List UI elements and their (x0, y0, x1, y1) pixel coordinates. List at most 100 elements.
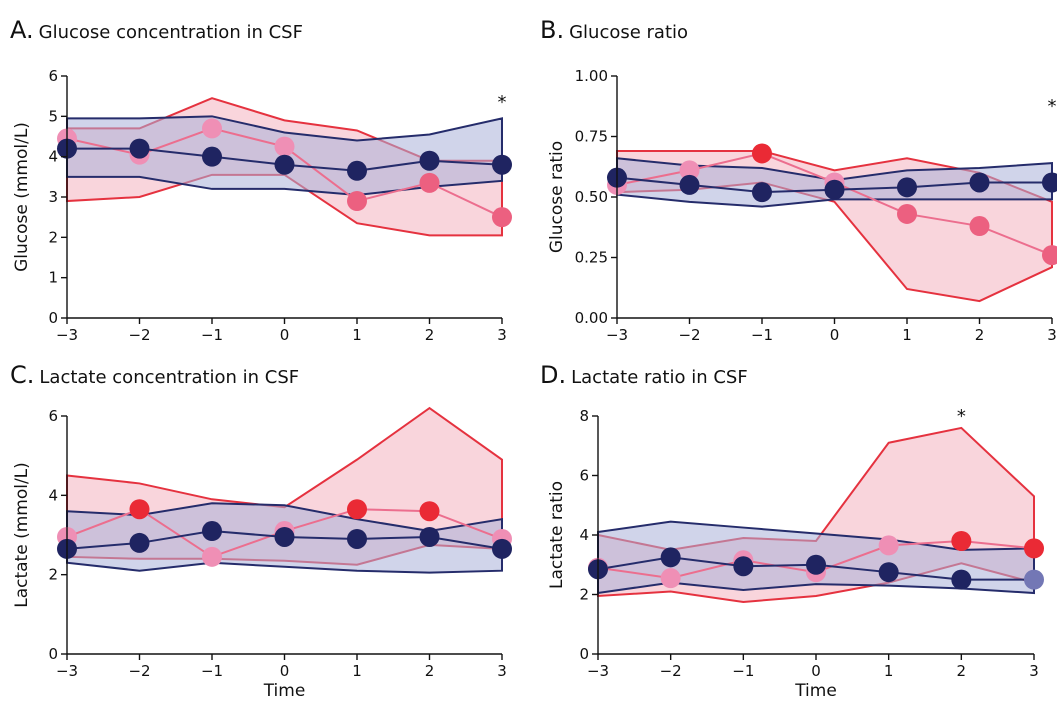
x-tick-label: −3 (587, 662, 609, 680)
point-series-b (1042, 172, 1057, 193)
point-series-a (1042, 245, 1057, 266)
y-tick-label: 0.25 (575, 249, 608, 267)
y-tick-label: 6 (48, 67, 58, 85)
point-series-b (1024, 569, 1044, 590)
x-tick-label: −2 (128, 326, 150, 344)
y-tick-label: 1.00 (575, 67, 608, 85)
panel-title: B. Glucose ratio (540, 16, 688, 44)
x-tick-label: 2 (425, 326, 435, 344)
x-tick-label: 2 (425, 662, 435, 680)
y-tick-label: 4 (48, 486, 58, 504)
x-tick-label: −2 (660, 662, 682, 680)
point-series-b (129, 532, 150, 553)
point-series-a (129, 499, 150, 520)
point-series-b (492, 538, 512, 559)
y-tick-label: 6 (48, 407, 58, 425)
y-tick-label: 0.00 (575, 309, 608, 327)
panel-title-text: Lactate ratio in CSF (571, 367, 748, 388)
point-series-b (752, 182, 772, 203)
x-tick-label: 0 (280, 326, 290, 344)
point-series-a (969, 216, 990, 237)
x-tick-label: −3 (56, 662, 78, 680)
point-series-a (419, 501, 440, 522)
y-tick-label: 5 (48, 107, 58, 125)
point-series-b (897, 177, 917, 198)
x-tick-label: 1 (902, 326, 912, 344)
panel-title: A. Glucose concentration in CSF (10, 16, 303, 44)
x-tick-label: 3 (497, 326, 507, 344)
panel-title: D. Lactate ratio in CSF (540, 361, 748, 389)
point-series-b (202, 146, 222, 167)
y-tick-label: 2 (48, 228, 58, 246)
point-series-b (419, 526, 440, 547)
y-tick-label: 2 (579, 586, 589, 604)
x-tick-label: 0 (811, 662, 821, 680)
x-tick-label: 3 (1029, 662, 1039, 680)
y-axis-label: Lactate (mmol/L) (12, 462, 32, 608)
x-tick-label: −2 (678, 326, 700, 344)
y-axis-label: Glucose (mmol/L) (12, 122, 32, 272)
point-series-b (951, 569, 972, 590)
point-series-b (347, 160, 367, 181)
point-series-b (660, 547, 681, 568)
x-tick-label: 1 (884, 662, 894, 680)
point-series-b (806, 554, 826, 575)
x-tick-label: 0 (280, 662, 290, 680)
x-tick-label: 3 (497, 662, 507, 680)
point-series-b (969, 172, 990, 193)
point-series-b (679, 174, 700, 195)
panel-d: D. Lactate ratio in CSF −3 −2 −1 0 1 2 3 0 2 4 6 8 Lac… (540, 361, 1044, 701)
panel-a: A. Glucose concentration in CSF −3 −2 −1 0 1 2 3… (10, 16, 512, 344)
panel-title-letter: C. (10, 361, 34, 389)
y-tick-label: 0 (579, 645, 589, 663)
x-tick-label: −2 (128, 662, 150, 680)
y-axis-label: Glucose ratio (547, 141, 567, 253)
point-series-a (679, 160, 700, 181)
point-series-b (129, 138, 150, 159)
y-tick-label: 0 (48, 309, 58, 327)
y-tick-label: 8 (579, 407, 589, 425)
point-series-b (824, 179, 845, 200)
point-series-a (202, 546, 222, 567)
y-axis-label: Lactate ratio (547, 481, 567, 589)
point-series-a (878, 535, 899, 556)
y-tick-label: 0.75 (575, 128, 608, 146)
point-series-a (419, 172, 440, 193)
point-series-a (347, 191, 367, 212)
point-series-b (492, 154, 512, 175)
point-series-b (274, 526, 295, 547)
x-axis-label: Time (263, 681, 306, 701)
point-series-a (897, 203, 917, 224)
point-series-a (1024, 538, 1044, 559)
point-series-a (660, 568, 681, 589)
y-tick-label: 3 (48, 188, 58, 206)
point-series-a (492, 207, 512, 228)
x-tick-label: −1 (201, 662, 223, 680)
x-tick-label: −3 (606, 326, 628, 344)
x-tick-label: −1 (751, 326, 773, 344)
point-series-b (347, 528, 367, 549)
x-tick-label: 0 (830, 326, 840, 344)
point-series-b (733, 556, 754, 577)
panel-title-letter: B. (540, 16, 564, 44)
x-tick-label: −1 (201, 326, 223, 344)
point-series-a (752, 143, 772, 164)
x-tick-label: 1 (352, 326, 362, 344)
panel-title-letter: D. (540, 361, 566, 389)
y-tick-label: 6 (579, 467, 589, 485)
point-series-b (878, 562, 899, 583)
significance-marker: * (498, 92, 507, 113)
point-series-a (951, 530, 972, 551)
x-tick-label: −1 (732, 662, 754, 680)
point-series-b (274, 154, 295, 175)
y-tick-label: 4 (579, 526, 589, 544)
x-tick-label: −3 (56, 326, 78, 344)
significance-marker: * (1048, 96, 1057, 117)
panel-c: C. Lactate concentration in CSF −3 −2 −1 0 1 2 3… (10, 361, 512, 701)
y-tick-label: 4 (48, 148, 58, 166)
panel-b: B. Glucose ratio−3 −2 −1 0 1 2 30.000.250.500.7… (540, 16, 1057, 344)
point-series-b (202, 521, 222, 542)
x-tick-label: 1 (352, 662, 362, 680)
x-tick-label: 3 (1047, 326, 1057, 344)
y-tick-label: 1 (48, 269, 58, 287)
